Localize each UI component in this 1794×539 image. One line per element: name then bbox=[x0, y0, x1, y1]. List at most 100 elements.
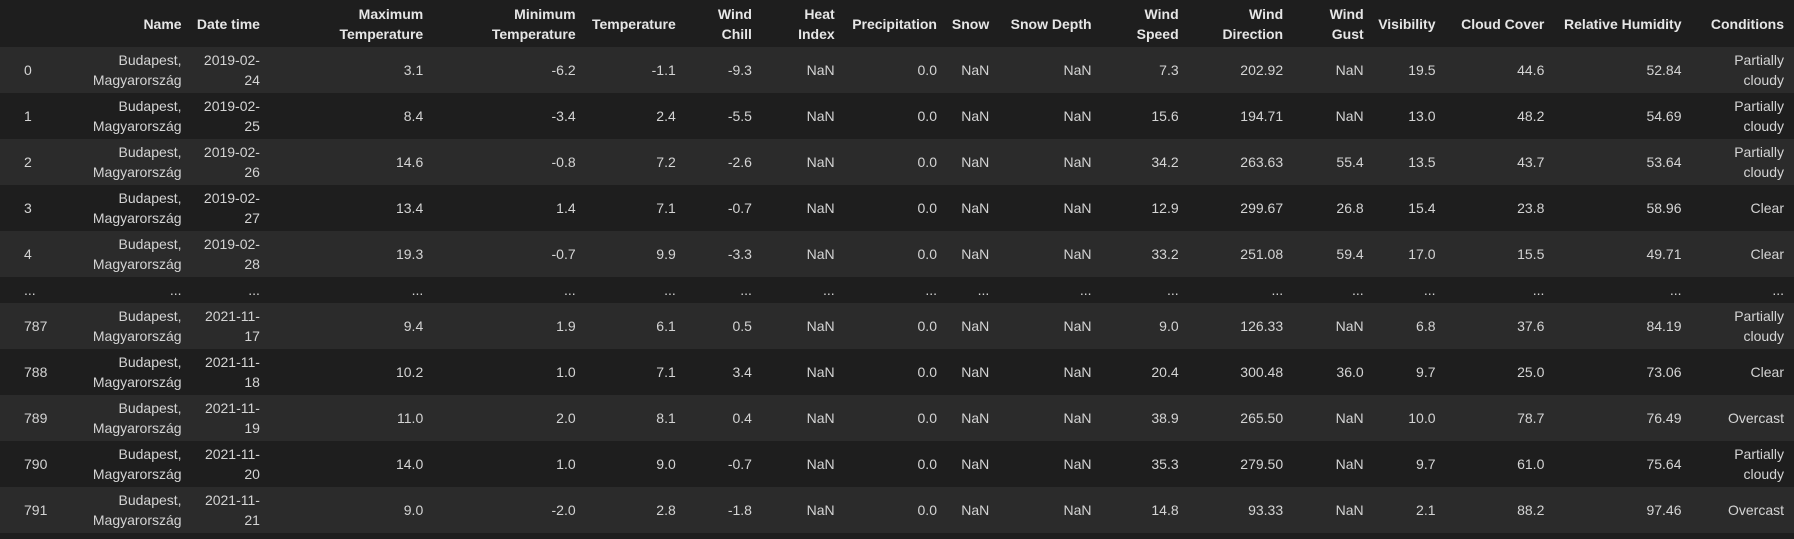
table-cell: -5.5 bbox=[727, 108, 752, 124]
table-cell: NaN bbox=[1335, 108, 1364, 124]
table-cell: NaN bbox=[806, 364, 835, 380]
table-cell: 48.2 bbox=[1517, 108, 1545, 124]
table-cell: ... bbox=[169, 282, 182, 298]
table-cell: 2021-11-18 bbox=[204, 354, 260, 390]
table-cell: Budapest, Magyarország bbox=[92, 492, 182, 528]
table-row: 1 Budapest, Magyarország 2019-02-25 8.4 -3.4… bbox=[0, 93, 1794, 139]
table-cell: 0.0 bbox=[917, 62, 937, 78]
table-cell: ... bbox=[664, 282, 676, 298]
table-cell: 2.8 bbox=[656, 502, 676, 518]
table-cell: -0.8 bbox=[551, 154, 576, 170]
table-cell: Partially cloudy bbox=[1734, 308, 1784, 344]
column-header: Wind Chill bbox=[717, 5, 752, 42]
table-cell: 299.67 bbox=[1240, 200, 1284, 216]
table-cell: 0.0 bbox=[917, 154, 937, 170]
table-cell: 33.2 bbox=[1151, 246, 1179, 262]
table-cell: -3.4 bbox=[551, 108, 576, 124]
table-cell: 2019-02-25 bbox=[203, 98, 260, 134]
table-cell: NaN bbox=[1335, 62, 1364, 78]
table-row: 0 Budapest, Magyarország 2019-02-24 3.1 -6.2… bbox=[0, 47, 1794, 93]
table-cell: 7.1 bbox=[656, 200, 676, 216]
table-cell: NaN bbox=[1335, 456, 1364, 472]
table-row: 791 Budapest, Magyarország 2021-11-21 9.0 -2… bbox=[0, 487, 1794, 533]
column-header: Heat Index bbox=[798, 5, 835, 42]
table-cell: 19.5 bbox=[1408, 62, 1436, 78]
table-cell: NaN bbox=[1063, 246, 1092, 262]
header-index bbox=[0, 0, 54, 47]
table-cell: 52.84 bbox=[1646, 62, 1682, 78]
table-cell: 76.49 bbox=[1646, 410, 1682, 426]
table-cell: 0.0 bbox=[917, 410, 937, 426]
table-cell: NaN bbox=[806, 456, 835, 472]
table-cell: 44.6 bbox=[1517, 62, 1545, 78]
table-cell: NaN bbox=[961, 318, 990, 334]
column-header: Relative Humidity bbox=[1564, 15, 1682, 32]
column-header: Conditions bbox=[1710, 15, 1784, 32]
table-cell: NaN bbox=[1063, 200, 1092, 216]
table-cell: NaN bbox=[1335, 318, 1364, 334]
column-header: Visibility bbox=[1378, 15, 1436, 32]
table-cell: NaN bbox=[806, 154, 835, 170]
table-cell: 9.9 bbox=[656, 246, 676, 262]
table-cell: 61.0 bbox=[1517, 456, 1545, 472]
table-cell: Budapest, Magyarország bbox=[92, 98, 182, 134]
table-cell: 2.0 bbox=[556, 410, 576, 426]
table-cell: NaN bbox=[961, 246, 990, 262]
table-cell: 3.1 bbox=[403, 62, 424, 78]
table-cell: 14.0 bbox=[395, 456, 424, 472]
table-cell: 88.2 bbox=[1517, 502, 1545, 518]
ellipsis-row: ........................................… bbox=[0, 277, 1794, 303]
table-cell: 2.1 bbox=[1416, 502, 1436, 518]
table-cell: -2.0 bbox=[551, 502, 576, 518]
table-cell: Partially cloudy bbox=[1734, 98, 1784, 134]
table-row: 789 Budapest, Magyarország 2021-11-19 11.0 2… bbox=[0, 395, 1794, 441]
table-row: 788 Budapest, Magyarország 2021-11-18 10.2 1… bbox=[0, 349, 1794, 395]
table-cell: 75.64 bbox=[1646, 456, 1682, 472]
table-cell: 265.50 bbox=[1240, 410, 1284, 426]
table-cell: 1.9 bbox=[556, 318, 576, 334]
table-cell: 6.1 bbox=[656, 318, 676, 334]
table-cell: 84.19 bbox=[1646, 318, 1682, 334]
table-cell: ... bbox=[411, 282, 424, 298]
table-cell: NaN bbox=[961, 410, 990, 426]
table-cell: 9.7 bbox=[1416, 364, 1436, 380]
table-cell: ... bbox=[977, 282, 990, 298]
table-cell: NaN bbox=[961, 108, 990, 124]
table-cell: NaN bbox=[806, 502, 835, 518]
table-cell: Overcast bbox=[1727, 502, 1784, 518]
table-cell: 25.0 bbox=[1517, 364, 1545, 380]
table-cell: 13.4 bbox=[395, 200, 424, 216]
row-index: 790 bbox=[24, 456, 48, 472]
row-index: 788 bbox=[24, 364, 48, 380]
table-cell: 8.1 bbox=[656, 410, 676, 426]
table-cell: -0.7 bbox=[551, 246, 576, 262]
table-cell: 2021-11-17 bbox=[204, 308, 260, 344]
table-cell: -0.7 bbox=[727, 456, 752, 472]
table-row: 4 Budapest, Magyarország 2019-02-28 19.3 -0.… bbox=[0, 231, 1794, 277]
table-cell: ... bbox=[1166, 282, 1179, 298]
table-cell: NaN bbox=[961, 62, 990, 78]
table-cell: 2.4 bbox=[656, 108, 676, 124]
row-index: 0 bbox=[24, 62, 32, 78]
table-cell: -1.8 bbox=[727, 502, 752, 518]
table-cell: 6.8 bbox=[1416, 318, 1436, 334]
table-cell: 9.7 bbox=[1416, 456, 1436, 472]
header-row: Name Date time Maximum Temperature Minimum … bbox=[0, 0, 1794, 47]
column-header: Maximum Temperature bbox=[339, 5, 424, 42]
table-cell: Partially cloudy bbox=[1734, 144, 1784, 180]
column-header: Precipitation bbox=[852, 15, 937, 32]
table-cell: NaN bbox=[1063, 108, 1092, 124]
table-cell: ... bbox=[925, 282, 937, 298]
table-cell: NaN bbox=[961, 200, 990, 216]
table-row: 2 Budapest, Magyarország 2019-02-26 14.6 -0.… bbox=[0, 139, 1794, 185]
table-cell: 26.8 bbox=[1336, 200, 1364, 216]
table-cell: NaN bbox=[961, 456, 990, 472]
table-cell: 15.4 bbox=[1408, 200, 1436, 216]
table-cell: 1.4 bbox=[556, 200, 576, 216]
table-cell: 53.64 bbox=[1646, 154, 1682, 170]
table-cell: -9.3 bbox=[727, 62, 752, 78]
row-index: 789 bbox=[24, 410, 48, 426]
table-cell: 34.2 bbox=[1151, 154, 1179, 170]
table-cell: 0.0 bbox=[917, 364, 937, 380]
table-cell: 15.6 bbox=[1151, 108, 1179, 124]
